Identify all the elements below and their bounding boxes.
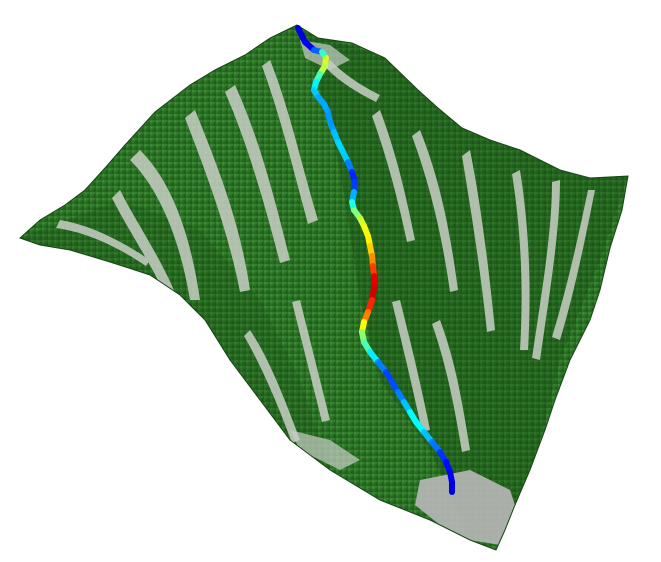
gps-track (295, 25, 455, 495)
valley-floor (290, 430, 360, 470)
valley-floor (415, 470, 520, 545)
clearings (56, 60, 595, 452)
terrain-outline (19, 24, 629, 551)
terrain-silhouette (20, 25, 628, 550)
